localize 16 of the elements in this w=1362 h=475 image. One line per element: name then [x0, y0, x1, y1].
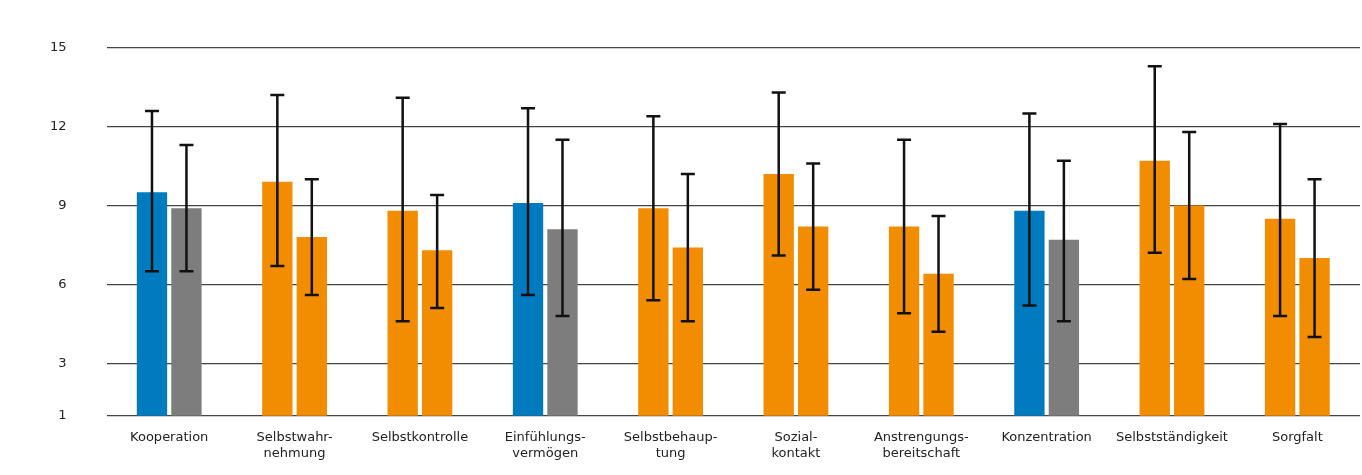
- y-tick-label: 15: [50, 39, 67, 55]
- x-tick-label: Anstrengungs- bereitschaft: [873, 428, 969, 460]
- x-tick-label: Selbstständigkeit: [1116, 428, 1228, 444]
- x-tick-label: Sorgfalt: [1271, 428, 1323, 444]
- x-tick-label: Selbstkontrolle: [371, 428, 469, 444]
- y-tick-label: 1: [58, 407, 67, 423]
- x-tick-label: Einfühlungs- vermögen: [504, 428, 587, 460]
- x-tick-label: Kooperation: [130, 428, 209, 444]
- x-tick-label: Sozial- kontakt: [771, 428, 821, 460]
- y-tick-label: 3: [58, 354, 67, 370]
- x-tick-label: Selbstbehaup- tung: [623, 428, 718, 460]
- y-tick-label: 9: [58, 196, 67, 212]
- x-tick-label: Konzentration: [1001, 428, 1092, 444]
- y-tick-label: 12: [50, 118, 67, 134]
- y-tick-label: 6: [58, 275, 67, 291]
- x-tick-label: Selbstwahr- nehmung: [256, 428, 333, 460]
